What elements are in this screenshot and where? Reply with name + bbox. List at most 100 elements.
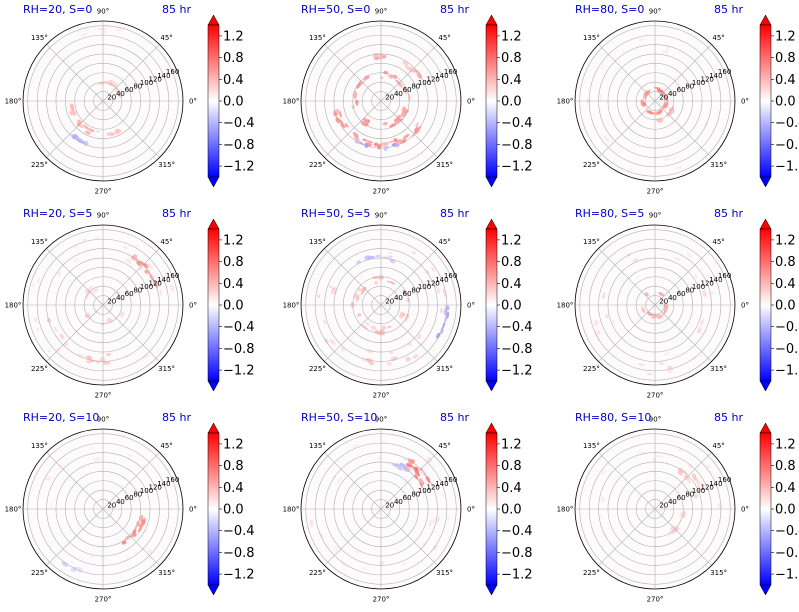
data-mark	[69, 103, 75, 111]
panel-title: RH=20, S=10	[23, 411, 99, 424]
data-mark	[399, 311, 405, 319]
theta-tick-label: 135°	[309, 34, 326, 42]
data-mark	[89, 555, 94, 559]
polar-spine	[22, 428, 184, 590]
data-mark	[387, 74, 394, 78]
data-mark	[410, 459, 415, 464]
data-mark	[446, 311, 450, 320]
r-tick-label: 20	[385, 297, 394, 305]
polar-panel: 0°45°90°135°180°225°270°315°20 40 60 801001…	[557, 411, 799, 604]
data-mark	[428, 519, 432, 528]
data-mark	[134, 244, 140, 249]
theta-tick-label: 0°	[189, 302, 197, 310]
colorbar-tick-label: 0.0	[775, 95, 796, 110]
colorbar-bar	[485, 228, 498, 382]
data-mark	[50, 502, 53, 511]
data-mark	[642, 90, 648, 96]
data-mark	[632, 258, 639, 262]
data-mark	[33, 316, 38, 323]
data-mark	[361, 286, 367, 292]
polar-spine	[574, 224, 736, 386]
data-mark	[416, 334, 422, 340]
data-mark	[682, 470, 688, 475]
r-tick-label: 120	[427, 75, 440, 83]
data-mark	[81, 465, 86, 470]
data-mark	[84, 140, 89, 145]
theta-tick-label: 315°	[158, 365, 175, 373]
r-tick-label: 20	[385, 93, 394, 101]
data-mark	[402, 136, 406, 141]
theta-tick-label: 45°	[160, 238, 172, 246]
data-mark	[383, 148, 388, 151]
data-mark	[409, 467, 414, 472]
colorbar-tick-label: −0.4	[501, 320, 533, 335]
theta-grid-line	[102, 508, 160, 566]
theta-tick-label: 315°	[436, 365, 453, 373]
r-tick-label: 40	[394, 90, 403, 98]
colorbar-tick-label: 0.0	[775, 299, 796, 314]
colorbar-tick-label: 1.2	[775, 29, 796, 44]
theta-tick-label: 0°	[741, 98, 749, 106]
colorbar-tick-label: 0.4	[501, 277, 522, 292]
polar-panel: 0°45°90°135°180°225°270°315°20 40 60 801001…	[283, 207, 533, 400]
panel-time-label: 85 hr	[714, 207, 743, 220]
theta-tick-label: 45°	[712, 238, 724, 246]
theta-tick-label: 180°	[5, 302, 22, 310]
data-mark	[86, 312, 92, 318]
data-mark	[388, 140, 396, 143]
r-tick-label: 140	[709, 72, 722, 80]
colorbar-tick-label: −0.4	[775, 320, 799, 335]
theta-tick-label: 180°	[5, 98, 22, 106]
data-mark	[100, 558, 107, 562]
data-mark	[390, 259, 396, 264]
colorbar-bar	[759, 432, 772, 586]
colorbar-tick-label: −1.2	[775, 160, 799, 175]
data-mark	[94, 288, 99, 292]
panel-title: RH=80, S=0	[575, 3, 644, 16]
colorbar-tick-label: 0.8	[775, 459, 796, 474]
data-mark	[335, 108, 340, 115]
data-mark	[102, 25, 110, 29]
data-mark	[351, 444, 358, 449]
r-tick-label: 140	[157, 480, 170, 488]
theta-tick-label: 90°	[649, 416, 661, 424]
theta-grid-line	[598, 248, 656, 306]
data-mark	[699, 548, 705, 555]
data-mark	[379, 53, 384, 57]
theta-tick-label: 90°	[375, 212, 387, 220]
data-mark	[600, 496, 606, 503]
theta-grid-line	[598, 100, 656, 158]
polar-panel: 0°45°90°135°180°225°270°315°20 40 60 801001…	[283, 3, 533, 196]
r-tick-label: 120	[427, 279, 440, 287]
colorbar-tick-label: 1.2	[501, 233, 522, 248]
r-tick-label: 60	[677, 494, 686, 502]
data-mark	[602, 292, 606, 300]
theta-tick-label: 180°	[557, 506, 574, 514]
data-mark	[607, 469, 612, 474]
theta-grid-line	[598, 304, 656, 362]
r-tick-label: 20	[107, 501, 116, 509]
data-mark	[700, 542, 704, 547]
data-mark	[404, 315, 409, 322]
theta-tick-label: 180°	[283, 98, 300, 106]
data-mark	[389, 123, 397, 128]
theta-grid-line	[102, 452, 160, 510]
theta-tick-label: 0°	[467, 98, 475, 106]
data-mark	[396, 140, 402, 145]
colorbar: 1.2 0.8 0.4 0.0 −0.4 −0.8 −1.2	[207, 14, 255, 188]
theta-tick-label: 270°	[95, 188, 112, 196]
data-mark	[88, 446, 94, 451]
colorbar-bar	[759, 24, 772, 178]
theta-tick-label: 45°	[160, 442, 172, 450]
theta-grid-line	[102, 248, 160, 306]
data-mark	[381, 325, 386, 330]
polar-spine	[300, 428, 462, 590]
theta-grid-line	[324, 452, 382, 510]
r-tick-label: 160	[166, 68, 179, 76]
data-mark	[391, 142, 397, 147]
r-tick-label: 160	[718, 272, 731, 280]
data-mark	[601, 468, 607, 476]
data-mark	[666, 46, 670, 51]
data-mark	[436, 332, 441, 339]
data-mark	[419, 482, 423, 488]
